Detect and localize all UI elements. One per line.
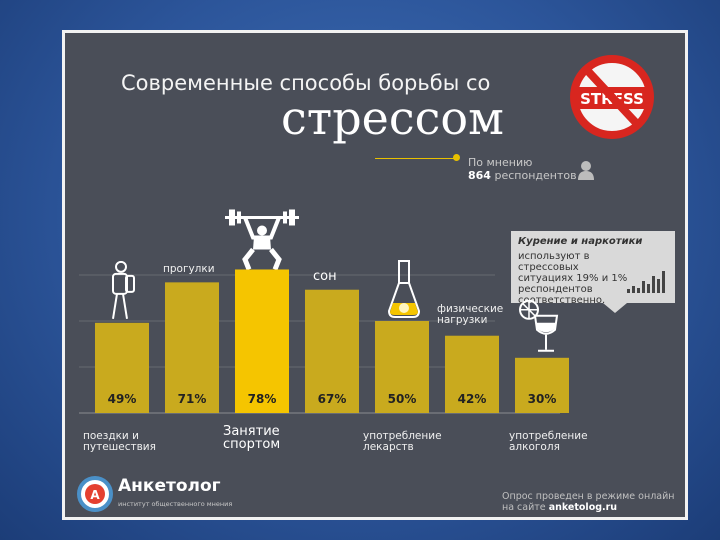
bar [515, 357, 569, 413]
logo-name: Анкетолог [118, 476, 221, 496]
bar-value-label: 67% [318, 392, 347, 406]
bar-value-label: 50% [388, 392, 417, 406]
logo-subtitle: институт общественного мнения [118, 500, 233, 508]
category-label: употребление лекарств [363, 430, 442, 453]
footer-site: anketolog.ru [548, 502, 618, 513]
note-text: используют в стрессовых ситуациях 19% и … [518, 251, 628, 306]
anketolog-logo-icon: А [77, 476, 113, 516]
bar [235, 269, 289, 413]
bar [95, 322, 149, 413]
respondents-count: 864 [468, 169, 491, 182]
bar [375, 321, 429, 413]
bar-value-label: 71% [178, 392, 207, 406]
note-title: Курение и наркотики [518, 236, 643, 247]
infographic-card: Современные способы борьбы со стрессом S… [62, 30, 688, 520]
bar-value-label: 78% [248, 392, 277, 406]
respondents-suffix: респондентов [494, 169, 577, 182]
category-label: прогулки [163, 263, 215, 276]
category-label: Занятие спортом [223, 424, 281, 452]
bar [445, 335, 499, 413]
footer-line1: Опрос проведен в режиме онлайн [502, 491, 675, 502]
bar-chart: 49% 71% 78% 67% 50% 42% 30% [79, 209, 569, 414]
footer-line2-prefix: на сайте [502, 502, 546, 513]
mini-bars-icon [627, 267, 669, 297]
respondents-line [375, 158, 455, 159]
smoking-note: Курение и наркотики используют в стрессо… [511, 231, 675, 313]
bar-value-label: 42% [458, 392, 487, 406]
category-label: сон [313, 268, 337, 284]
respondents-dot [453, 154, 460, 161]
category-label: поездки и путешествия [83, 430, 156, 453]
title-line2: стрессом [281, 91, 504, 145]
bar [305, 289, 359, 413]
logo-letter: А [90, 488, 100, 502]
no-stress-icon: STRESS [562, 53, 662, 145]
bar [165, 282, 219, 413]
bar-value-label: 30% [528, 392, 557, 406]
flask-icon [387, 260, 421, 318]
respondents-prefix: По мнению [468, 156, 533, 169]
bar-value-label: 49% [108, 392, 137, 406]
respondents-info: По мнению 864 респондентов [468, 156, 577, 182]
weightlifter-icon [225, 209, 299, 270]
footer-note: Опрос проведен в режиме онлайн на сайте … [502, 491, 674, 513]
user-icon [577, 160, 595, 184]
wine-glass-icon [519, 299, 559, 352]
category-label: употребление алкоголя [509, 430, 588, 453]
category-label: физические нагрузки [437, 302, 504, 326]
title-line1: Современные способы борьбы со [121, 71, 491, 95]
traveler-icon [112, 260, 135, 319]
